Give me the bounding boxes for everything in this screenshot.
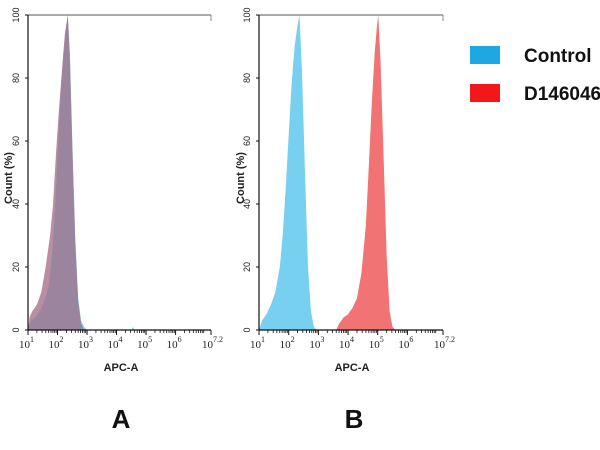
panel-a-x-tick-exponent: 5 bbox=[148, 335, 152, 344]
panel-a-x-tick-label: 10 bbox=[78, 339, 90, 351]
legend: Control D146046 bbox=[470, 46, 600, 105]
panel-a-y-axis-title: Count (%) bbox=[3, 152, 15, 204]
panel-a-y-tick-label: 40 bbox=[11, 199, 21, 209]
panel-a-y-tick-label: 100 bbox=[11, 7, 21, 22]
panel-b-y-tick-label: 40 bbox=[242, 199, 252, 209]
panel-b-y-axis-title: Count (%) bbox=[235, 152, 247, 204]
panel-b-x-tick-label: 10 bbox=[280, 339, 292, 351]
panel-a-x-tick-label: 10 bbox=[137, 339, 149, 351]
panel-b-x-axis-title: APC-A bbox=[335, 362, 370, 374]
panel-a-x-tick-label: 10 bbox=[202, 339, 214, 351]
panel-a-x-tick-exponent: 3 bbox=[89, 335, 93, 344]
panel-a-y-tick-label: 60 bbox=[11, 136, 21, 146]
panel-b-y-tick-label: 0 bbox=[242, 327, 252, 332]
panel-b-x-tick-exponent: 7.2 bbox=[445, 335, 455, 344]
panel-a-x-tick-exponent: 7.2 bbox=[213, 335, 223, 344]
panel-b-histogram-control bbox=[259, 15, 443, 330]
panel-b-x-tick-exponent: 6 bbox=[409, 335, 413, 344]
panel-b-y-tick-label: 100 bbox=[242, 7, 252, 22]
panel-a-histogram-d146046 bbox=[28, 15, 211, 330]
legend-label-control: Control bbox=[524, 46, 592, 67]
panel-b-x-tick-label: 10 bbox=[339, 339, 351, 351]
panel-a-x-tick-exponent: 4 bbox=[119, 335, 123, 344]
panel-a-y-tick-label: 20 bbox=[11, 262, 21, 272]
panel-a-x-tick-label: 10 bbox=[108, 339, 120, 351]
panel-a-x-tick-exponent: 6 bbox=[178, 335, 182, 344]
panel-b-x-tick-label: 10 bbox=[434, 339, 446, 351]
panel-b-label: B bbox=[345, 404, 364, 434]
panel-a-label: A bbox=[112, 404, 131, 434]
panel-b-x-tick-label: 10 bbox=[250, 339, 262, 351]
panel-a-y-tick-label: 0 bbox=[11, 327, 21, 332]
panel-b-x-tick-label: 10 bbox=[309, 339, 321, 351]
panel-b-x-tick-exponent: 1 bbox=[261, 335, 265, 344]
panel-a-y-tick-label: 80 bbox=[11, 73, 21, 83]
panel-a-x-axis-title: APC-A bbox=[104, 362, 139, 374]
panel-b-x-tick-exponent: 5 bbox=[380, 335, 384, 344]
panel-a-x-tick-label: 10 bbox=[49, 339, 61, 351]
panel-b-y-tick-label: 20 bbox=[242, 262, 252, 272]
panel-b-x-tick-exponent: 3 bbox=[320, 335, 324, 344]
panel-b-x-tick-exponent: 2 bbox=[291, 335, 295, 344]
panel-b-y-tick-label: 80 bbox=[242, 73, 252, 83]
panel-a-x-tick-exponent: 1 bbox=[30, 335, 34, 344]
panel-a-histogram-overlap bbox=[28, 15, 211, 330]
panel-a-x-tick-label: 10 bbox=[167, 339, 179, 351]
panel-b-y-tick-label: 60 bbox=[242, 136, 252, 146]
panel-a-x-tick-label: 10 bbox=[19, 339, 31, 351]
legend-label-d146046: D146046 bbox=[524, 84, 600, 105]
panel-b-x-tick-label: 10 bbox=[369, 339, 381, 351]
panel-b-x-tick-label: 10 bbox=[398, 339, 410, 351]
panel-a-x-tick-exponent: 2 bbox=[60, 335, 64, 344]
legend-swatch-control bbox=[470, 46, 500, 64]
panel-b-x-tick-exponent: 4 bbox=[350, 335, 354, 344]
legend-swatch-d146046 bbox=[470, 84, 500, 102]
